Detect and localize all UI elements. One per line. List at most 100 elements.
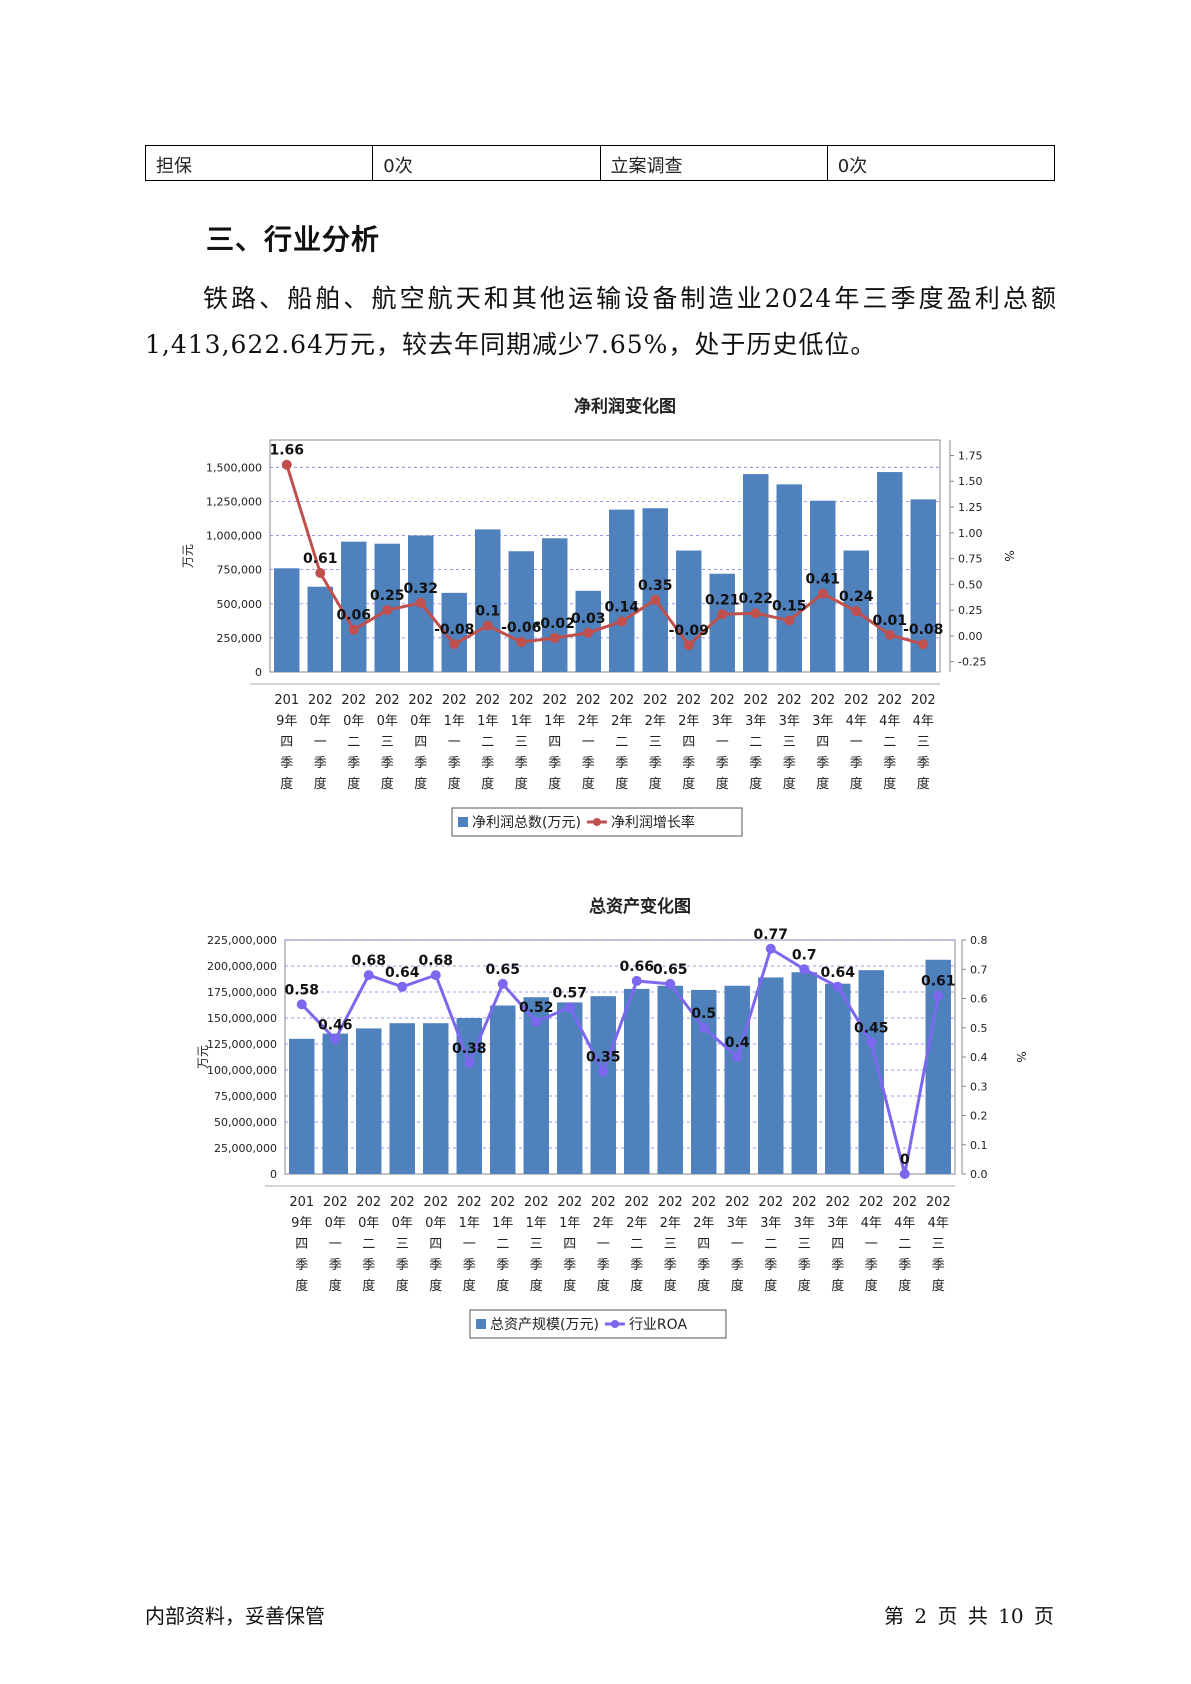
x-tick-label: 度 — [749, 776, 762, 792]
y-tick-label: 200,000,000 — [207, 960, 277, 973]
x-tick-label: 度 — [496, 1278, 509, 1294]
x-tick-label: 一 — [597, 1237, 610, 1252]
x-tick-label: 季 — [597, 1258, 610, 1273]
data-label: 0.68 — [351, 953, 386, 969]
y2-tick-label: 0.7 — [970, 963, 988, 976]
data-point — [397, 981, 408, 992]
bar — [490, 1005, 516, 1174]
x-tick-label: 202 — [475, 693, 500, 708]
x-tick-label: 季 — [429, 1258, 442, 1273]
bar — [590, 996, 616, 1174]
x-tick-label: 季 — [496, 1258, 509, 1273]
x-tick-label: 四 — [831, 1237, 844, 1252]
data-point — [363, 970, 374, 981]
x-tick-label: 一 — [329, 1237, 342, 1252]
x-tick-label: 202 — [591, 1195, 616, 1210]
x-tick-label: 202 — [308, 693, 333, 708]
chart-title: 总资产变化图 — [589, 896, 691, 917]
bar — [676, 550, 702, 672]
x-tick-label: 2年 — [678, 714, 699, 729]
bar — [791, 972, 817, 1174]
y-tick-label: 100,000,000 — [207, 1064, 277, 1077]
data-label: -0.08 — [434, 622, 474, 638]
data-label: 0.64 — [385, 965, 420, 981]
x-tick-label: 度 — [347, 776, 360, 792]
x-tick-label: 202 — [490, 1195, 515, 1210]
x-tick-label: 季 — [749, 756, 762, 771]
legend: 净利润总数(万元) 净利润增长率 — [451, 807, 743, 837]
data-point — [933, 990, 944, 1001]
data-point — [866, 1037, 877, 1048]
x-tick-label: 季 — [932, 1258, 945, 1273]
x-tick-label: 2年 — [693, 1216, 714, 1231]
x-tick-label: 季 — [295, 1258, 308, 1273]
total-assets-chart: 总资产变化图 0 25,000,000 50,000,000 75,000,000 100… — [196, 896, 1028, 1339]
bar — [508, 551, 534, 672]
footer-note: 内部资料，妥善保管 — [145, 1604, 325, 1628]
x-tick-label: 季 — [865, 1258, 878, 1273]
x-tick-label: 季 — [731, 1258, 744, 1273]
data-point — [884, 629, 895, 640]
data-label: 0.22 — [738, 591, 773, 607]
x-tick-label: 度 — [731, 1278, 744, 1294]
data-label: 0.35 — [586, 1050, 621, 1066]
x-tick-label: 度 — [362, 1278, 375, 1294]
x-tick-label: 季 — [630, 1258, 643, 1273]
y-tick-label: 500,000 — [217, 598, 263, 611]
x-tick-label: 季 — [448, 756, 461, 771]
x-tick-label: 度 — [381, 776, 394, 792]
data-label: 0.1 — [475, 604, 500, 620]
data-label: 0.65 — [485, 962, 520, 978]
x-tick-label: 202 — [725, 1195, 750, 1210]
data-point — [531, 1016, 542, 1027]
x-tick-label: 1年 — [559, 1216, 580, 1231]
y-tick-label: 25,000,000 — [214, 1142, 277, 1155]
bar — [609, 509, 635, 672]
x-tick-label: 季 — [563, 1258, 576, 1273]
data-label: 0.7 — [792, 947, 817, 963]
data-point — [784, 615, 795, 626]
data-point — [631, 975, 642, 986]
bar — [691, 989, 717, 1174]
x-tick-label: 三 — [932, 1237, 945, 1252]
data-point — [549, 632, 560, 643]
x-tick-label: 202 — [676, 693, 701, 708]
x-tick-label: 季 — [783, 756, 796, 771]
x-tick-label: 4年 — [846, 714, 867, 729]
x-tick-label: 度 — [463, 1278, 476, 1294]
x-tick-label: 202 — [509, 693, 534, 708]
x-tick-label: 季 — [381, 756, 394, 771]
x-tick-label: 度 — [548, 776, 561, 792]
legend-label: 总资产规模(万元) — [490, 1317, 599, 1333]
data-point — [281, 459, 292, 470]
y-tick-label: 50,000,000 — [214, 1116, 277, 1129]
x-tick-label: 度 — [563, 1278, 576, 1294]
x-tick-label: 4年 — [894, 1216, 915, 1231]
x-tick-label: 2年 — [626, 1216, 647, 1231]
x-tick-label: 度 — [448, 776, 461, 792]
data-label: 0.15 — [772, 598, 807, 614]
x-tick-label: 1年 — [459, 1216, 480, 1231]
data-point — [817, 588, 828, 599]
x-tick-label: 季 — [716, 756, 729, 771]
y2-tick-label: 0.2 — [970, 1110, 988, 1123]
table-cell-label: 立案调查 — [599, 145, 828, 181]
x-tick-label: 季 — [682, 756, 695, 771]
analysis-paragraph: 铁路、船舶、航空航天和其他运输设备制造业2024年三季度盈利总额1,413,62… — [145, 284, 1057, 359]
x-tick-label: 4年 — [861, 1216, 882, 1231]
data-label: -0.09 — [669, 623, 709, 639]
data-point — [616, 616, 627, 627]
x-tick-label: 3年 — [827, 1216, 848, 1231]
y2-tick-label: -0.25 — [958, 656, 986, 669]
data-label: 0.52 — [519, 1000, 554, 1016]
y2-tick-label: 0.0 — [970, 1168, 988, 1181]
data-label: 0.14 — [604, 599, 639, 615]
x-tick-label: 2年 — [593, 1216, 614, 1231]
x-tick-label: 季 — [850, 756, 863, 771]
x-tick-label: 3年 — [745, 714, 766, 729]
data-label: 0.21 — [705, 592, 740, 608]
x-tick-label: 二 — [481, 735, 494, 750]
y-tick-label: 1,500,000 — [206, 461, 262, 474]
y2-axis-label: % — [1002, 550, 1016, 561]
y2-tick-label: 1.75 — [958, 449, 983, 462]
